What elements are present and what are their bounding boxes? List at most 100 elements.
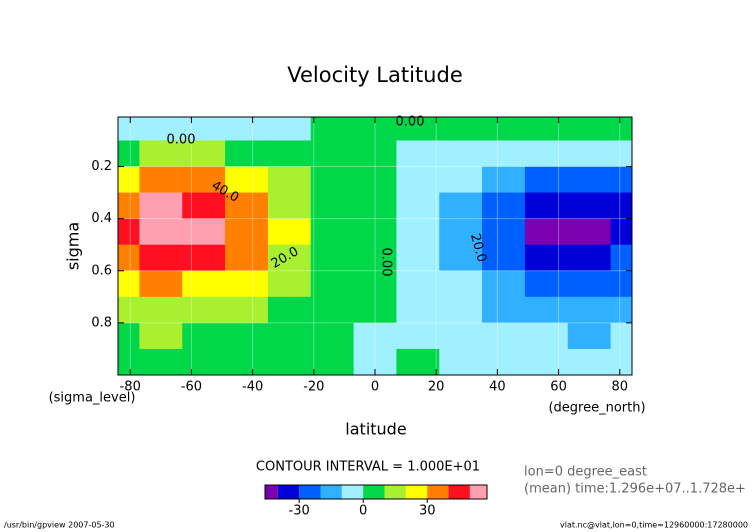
y-tick-label: 0.6 (91, 263, 112, 278)
contour-cell (225, 140, 269, 168)
plot-frame (117, 116, 633, 376)
contour-cell (439, 322, 483, 350)
contour-cell (139, 322, 183, 350)
colorbar-segment (405, 485, 428, 499)
contour-cell (182, 140, 226, 168)
contour-cell (267, 348, 312, 376)
contour-cell (118, 192, 140, 220)
x-tick-label: 0 (371, 380, 379, 395)
y-tick-label: 0.2 (91, 159, 112, 174)
contour-cell (267, 166, 312, 194)
contour-cell (567, 296, 612, 324)
contour-label: 20.0 (467, 232, 489, 264)
colorbar-segment (341, 485, 364, 499)
contour-cell (225, 218, 269, 246)
contour-cell (139, 244, 183, 272)
contour-cell (353, 244, 397, 272)
x-tick-label: 40 (489, 380, 506, 395)
contour-cell (524, 192, 569, 220)
contour-cell (396, 218, 440, 246)
contour-cell (396, 117, 440, 141)
colorbar-segment (448, 485, 470, 499)
contour-cell (267, 192, 312, 220)
contour-cell (225, 270, 269, 298)
y-axis-unit: (sigma_level) (49, 391, 136, 406)
info-line: (mean) time:1.296e+07..1.728e+ (524, 482, 746, 497)
contour-cell (267, 270, 312, 298)
contour-cell (182, 166, 226, 194)
contour-cell (353, 296, 397, 324)
x-axis-unit: (degree_north) (548, 401, 645, 416)
contour-cell (482, 322, 526, 350)
contour-cell (610, 348, 633, 376)
contour-cell (139, 192, 183, 220)
contour-cell (439, 270, 483, 298)
contour-cell (524, 218, 569, 246)
contour-cell (310, 192, 355, 220)
contour-label: 0.00 (167, 133, 196, 148)
contour-cell (182, 218, 226, 246)
contour-cell (524, 270, 569, 298)
contour-cell (267, 218, 312, 246)
colorbar-tick-label: 0 (359, 504, 367, 519)
contour-cell (182, 322, 226, 350)
contour-cell (139, 348, 183, 376)
colorbar-segment (299, 485, 321, 499)
contour-cell (567, 117, 612, 141)
x-tick-label: 80 (611, 380, 628, 395)
footer-right: vlat.nc@vlat,lon=0,time=12960000:1728000… (560, 521, 748, 530)
contour-cell (524, 296, 569, 324)
contour-cell (267, 244, 312, 272)
contour-cell (396, 140, 440, 168)
contour-cell (439, 296, 483, 324)
contour-cell (139, 117, 183, 141)
contour-cell (610, 218, 633, 246)
contour-cell (353, 166, 397, 194)
contour-cell (524, 117, 569, 141)
contour-cell (567, 270, 612, 298)
chart-title: Velocity Latitude (287, 63, 463, 87)
contour-cell (118, 140, 140, 168)
contour-cell (524, 244, 569, 272)
contour-cell (610, 244, 633, 272)
colorbar-frame (264, 484, 488, 500)
contour-cell (267, 117, 312, 141)
contour-cell (353, 192, 397, 220)
x-tick-label: 60 (550, 380, 567, 395)
contour-cell (439, 218, 483, 246)
contour-label: 0.00 (379, 248, 394, 277)
x-tick-label: -80 (120, 380, 141, 395)
contour-cell (567, 166, 612, 194)
contour-cell (118, 270, 140, 298)
contour-cell (182, 270, 226, 298)
contour-cell (396, 322, 440, 350)
contour-cell (118, 296, 140, 324)
contour-cell (182, 192, 226, 220)
contour-cell (439, 140, 483, 168)
contour-cell (396, 270, 440, 298)
contour-cell (396, 192, 440, 220)
contour-cell (567, 348, 612, 376)
contour-cell (610, 140, 633, 168)
contour-cell (310, 140, 355, 168)
contour-cell (482, 244, 526, 272)
contour-cell (310, 296, 355, 324)
contour-cell (396, 348, 440, 376)
contour-cell (482, 270, 526, 298)
contour-cell (139, 296, 183, 324)
contour-cell (139, 270, 183, 298)
x-tick-label: -20 (303, 380, 324, 395)
contour-cell (482, 296, 526, 324)
contour-cell (567, 322, 612, 350)
colorbar-segment (427, 485, 449, 499)
contour-cell (353, 322, 397, 350)
contour-cell (567, 140, 612, 168)
contour-cell (118, 244, 140, 272)
contour-cell (182, 348, 226, 376)
contour-cell (225, 244, 269, 272)
contour-label: 0.00 (396, 115, 425, 130)
contour-cell (310, 322, 355, 350)
y-tick-label: 0.8 (91, 315, 112, 330)
